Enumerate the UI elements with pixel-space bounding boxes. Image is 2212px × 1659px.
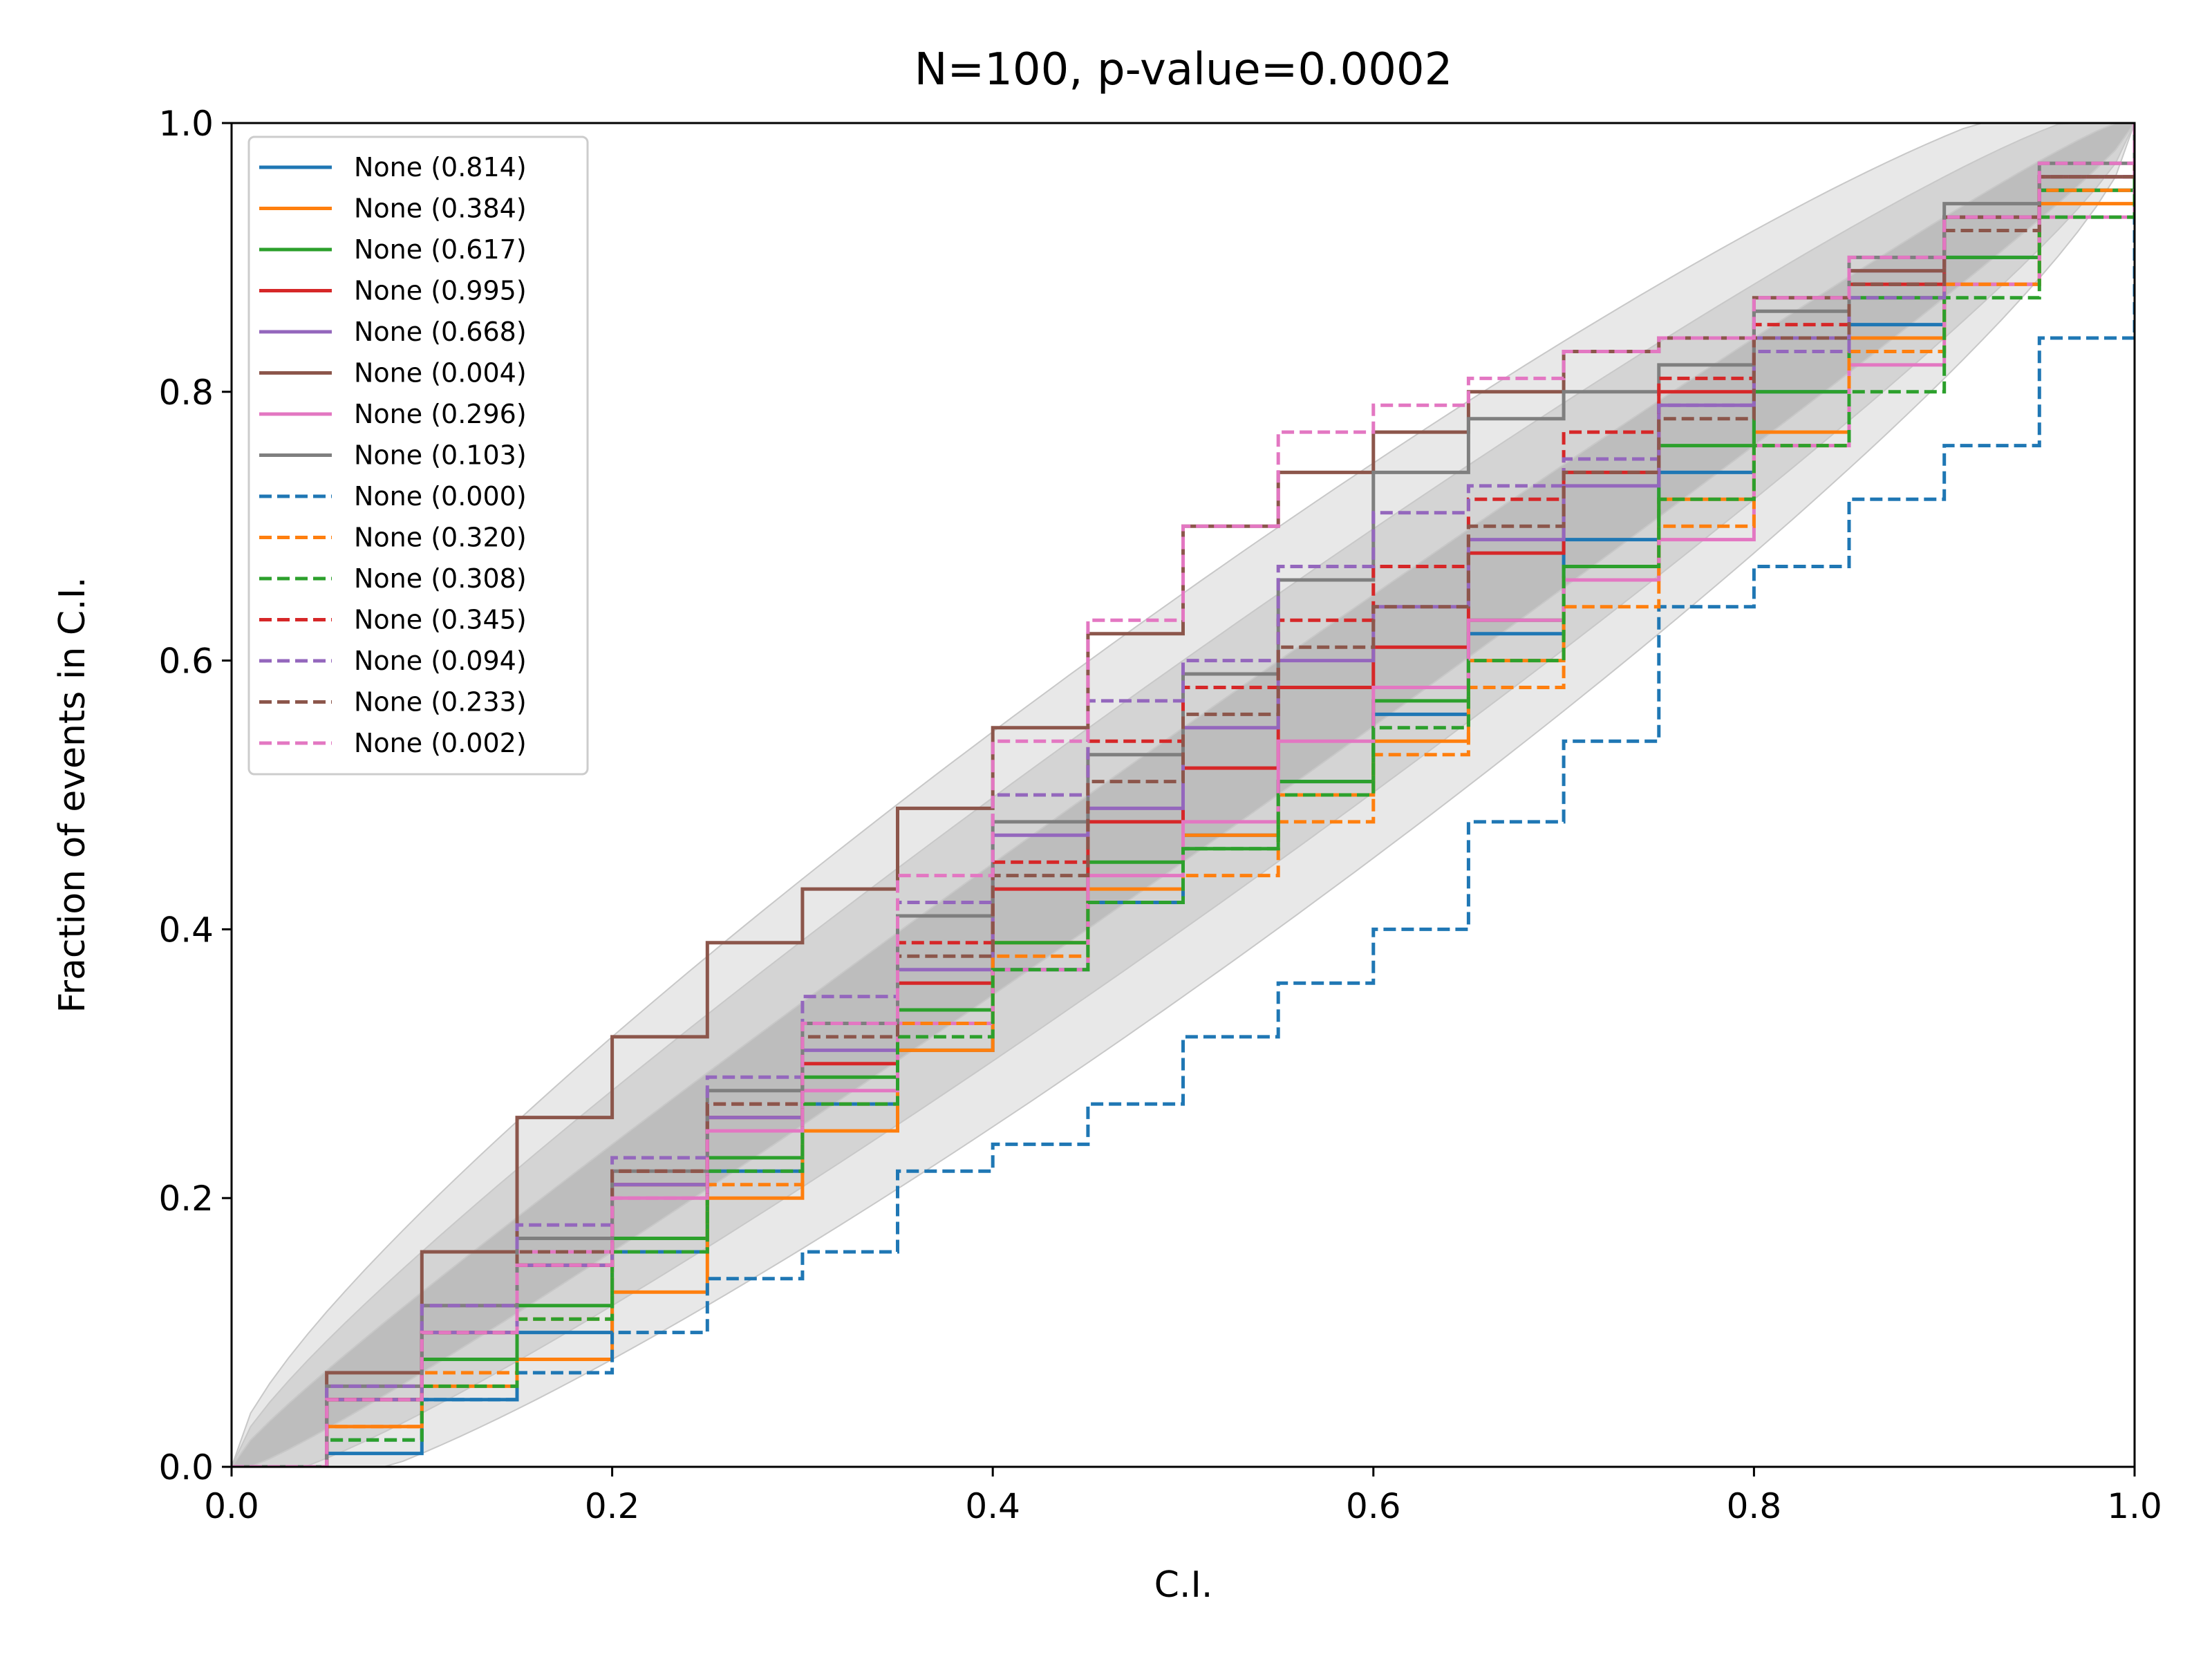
x-axis-label: C.I. <box>1154 1564 1213 1606</box>
y-tick-label: 0.4 <box>158 910 214 950</box>
legend-label: None (0.000) <box>354 481 527 512</box>
legend-label: None (0.617) <box>354 234 527 265</box>
y-axis-label: Fraction of events in C.I. <box>52 577 93 1013</box>
legend-label: None (0.308) <box>354 563 527 594</box>
legend-label: None (0.384) <box>354 194 527 224</box>
legend-label: None (0.345) <box>354 605 527 635</box>
legend-label: None (0.296) <box>354 399 527 429</box>
y-tick-label: 0.8 <box>158 373 214 413</box>
x-tick-label: 0.0 <box>204 1486 259 1526</box>
y-tick-label: 0.0 <box>158 1447 214 1488</box>
y-tick-label: 0.2 <box>158 1179 214 1219</box>
legend-label: None (0.320) <box>354 523 527 553</box>
chart-title: N=100, p-value=0.0002 <box>915 44 1453 95</box>
series-line-15 <box>232 123 2135 1467</box>
legend-label: None (0.814) <box>354 152 527 182</box>
series-line-11 <box>232 123 2135 1467</box>
x-tick-label: 0.6 <box>1346 1486 1401 1526</box>
plot-frame <box>230 122 2136 1468</box>
x-axis-ticks: 0.0 0.2 0.4 0.6 0.8 1.0 <box>204 1467 2162 1526</box>
y-tick-label: 1.0 <box>158 104 214 144</box>
legend-label: None (0.995) <box>354 276 527 306</box>
series-line-14 <box>232 123 2135 1467</box>
x-tick-label: 0.4 <box>965 1486 1020 1526</box>
series-line-9 <box>232 123 2135 1467</box>
legend-label: None (0.094) <box>354 646 527 676</box>
legend-box <box>247 135 589 776</box>
y-tick-label: 0.6 <box>158 641 214 682</box>
legend-label: None (0.668) <box>354 317 527 347</box>
legend-label: None (0.233) <box>354 687 527 718</box>
legend-label: None (0.103) <box>354 440 527 471</box>
y-axis-ticks: 0.0 0.2 0.4 0.6 0.8 1.0 <box>158 104 232 1488</box>
x-tick-label: 0.8 <box>1727 1486 1782 1526</box>
legend: None (0.814) None (0.384) None (0.617) None… <box>247 135 589 776</box>
series-lines <box>232 123 2135 1467</box>
legend-entries: None (0.814) None (0.384) None (0.617) None… <box>259 152 527 758</box>
x-tick-label: 0.2 <box>585 1486 640 1526</box>
x-tick-label: 1.0 <box>2107 1486 2162 1526</box>
legend-label: None (0.002) <box>354 728 527 758</box>
legend-label: None (0.004) <box>354 358 527 388</box>
